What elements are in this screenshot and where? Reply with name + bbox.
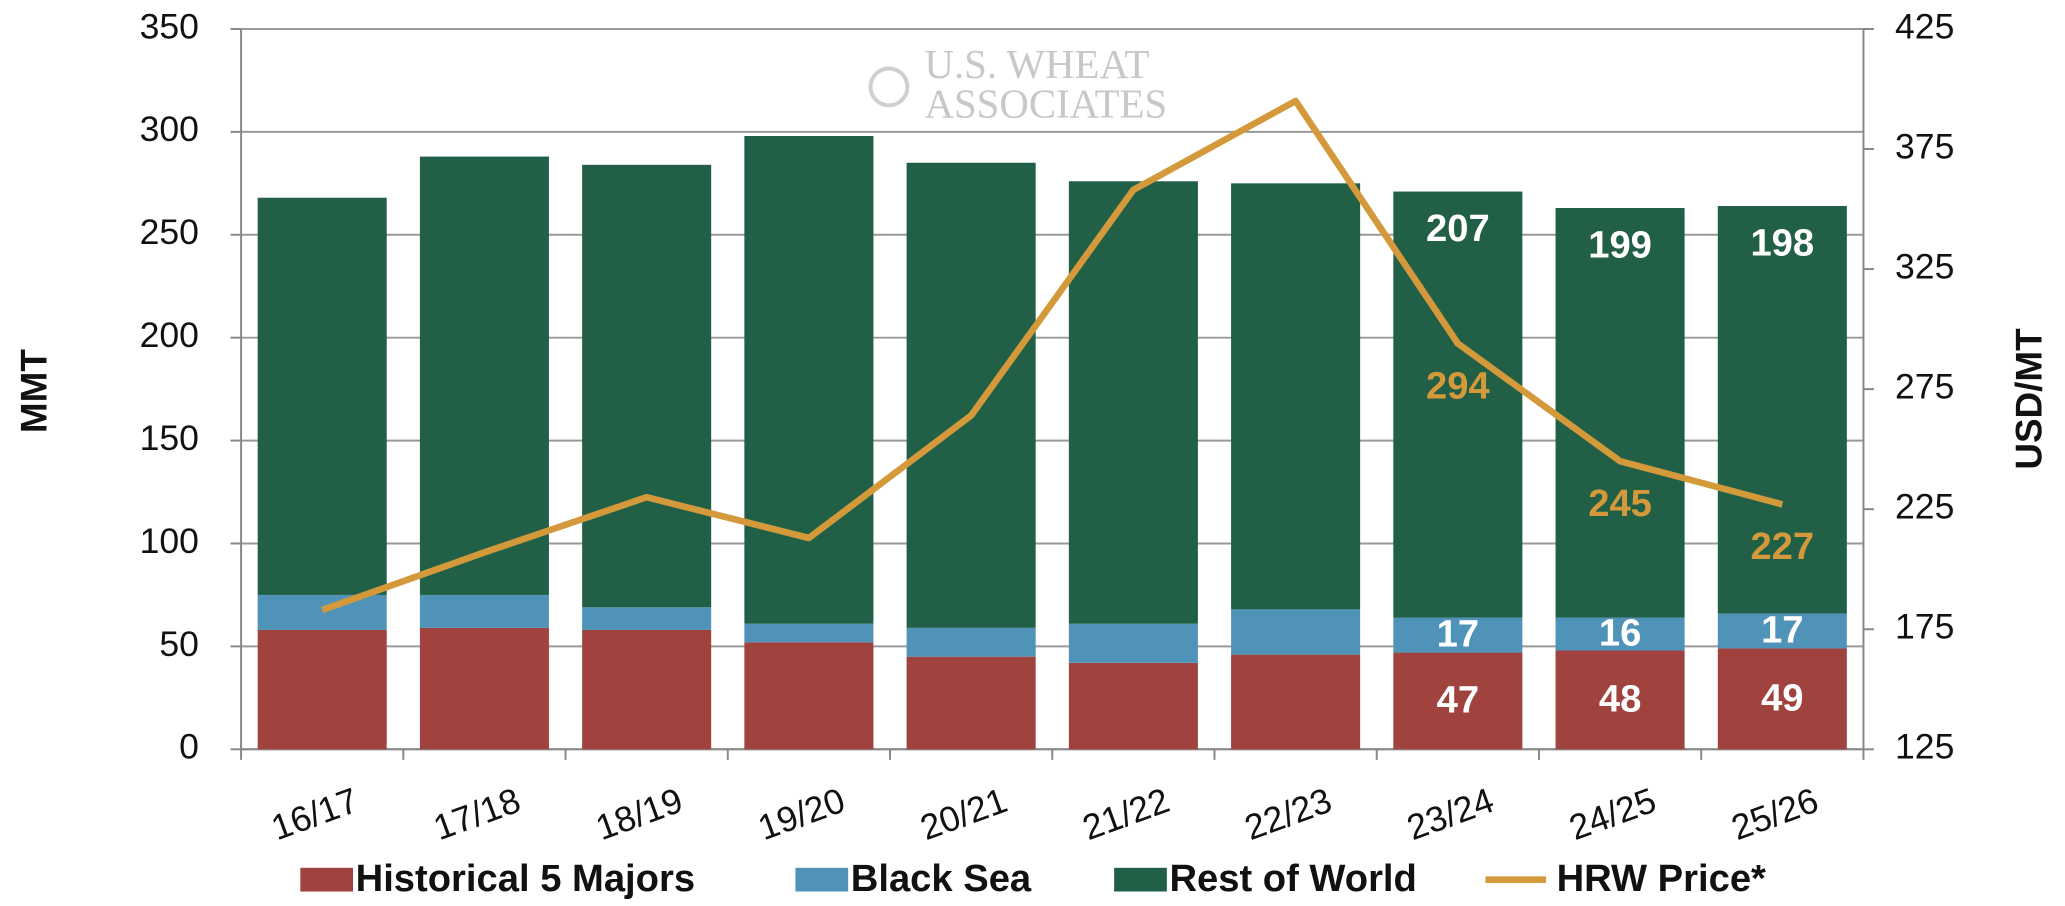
bar-segment [582,164,712,608]
bar-segment [1231,183,1361,610]
legend-label: Historical 5 Majors [356,857,695,900]
data-label: 198 [1750,222,1814,265]
bar-segment [582,607,712,630]
y-tick-label: 0 [179,727,199,767]
legend-swatch [1114,867,1167,892]
watermark: ASSOCIATES [925,81,1168,126]
y2-axis-label: USD/MT [2009,328,2050,470]
bar-segment [582,629,712,750]
bar-segment [1231,654,1361,750]
y-tick-label: 150 [140,418,199,458]
y2-tick-label: 175 [1895,607,1954,647]
bar-segment [1717,205,1847,614]
x-tick-label: 24/25 [1564,780,1661,848]
data-label: 17 [1437,612,1479,655]
y-tick-label: 100 [140,521,199,561]
legend-swatch [300,867,353,892]
bar-segment [1717,613,1847,649]
bar-segment [906,162,1036,628]
bar-segment [419,627,549,750]
bar-segment [257,594,387,630]
data-label: 294 [1426,364,1490,407]
y2-tick-label: 125 [1895,727,1954,767]
y2-tick-label: 375 [1895,126,1954,166]
data-label: 207 [1426,207,1490,250]
bar-segment [1068,623,1198,663]
data-label: 16 [1599,611,1641,654]
legend-label: Rest of World [1169,857,1416,900]
y2-tick-label: 425 [1895,6,1954,46]
bar-segment [1555,208,1685,618]
y-tick-label: 50 [159,624,199,664]
y-tick-label: 250 [140,212,199,252]
y-tick-label: 300 [140,109,199,149]
watermark: U.S. WHEAT [925,42,1150,87]
legend-label: Black Sea [851,857,1032,900]
x-tick-label: 17/18 [428,780,525,848]
bar-segment [744,623,874,643]
data-label: 17 [1761,608,1803,651]
y-tick-label: 350 [140,6,199,46]
bar-segment [419,156,549,595]
bar-segment [744,642,874,750]
x-tick-label: 21/22 [1077,780,1174,848]
bar-segment [1717,648,1847,750]
bar-segment [1555,617,1685,651]
bar-segment [1231,609,1361,655]
data-label: 48 [1599,677,1641,720]
bar-segment [1555,650,1685,750]
x-tick-label: 20/21 [915,780,1012,848]
price-line [321,97,1784,614]
data-label: 199 [1588,224,1652,267]
legend-label: HRW Price* [1557,857,1766,900]
x-tick-label: 23/24 [1402,780,1499,848]
x-tick-label: 22/23 [1239,780,1336,848]
data-label: 227 [1750,525,1814,568]
watermark-logo [868,66,910,108]
bar-segment [1393,617,1523,653]
bar-segment [1068,662,1198,750]
x-tick-label: 25/26 [1726,780,1823,848]
x-tick-label: 18/19 [591,780,688,848]
bar-segment [744,135,874,624]
bar-segment [906,627,1036,657]
data-label: 47 [1437,678,1479,721]
y2-tick-label: 275 [1895,367,1954,407]
y-tick-label: 200 [140,315,199,355]
bar-segment [1393,191,1523,618]
y2-tick-label: 225 [1895,487,1954,527]
data-label: 245 [1588,482,1652,525]
x-tick-label: 16/17 [266,780,363,848]
x-tick-label: 19/20 [753,780,850,848]
bar-segment [906,656,1036,750]
bar-segment [419,594,549,628]
y-axis-label: MMT [14,349,55,433]
bar-segment [1393,652,1523,750]
y2-tick-label: 325 [1895,246,1954,286]
bar-segment [257,197,387,595]
legend-swatch [795,867,849,892]
data-label: 49 [1761,676,1803,719]
bar-segment [257,629,387,750]
